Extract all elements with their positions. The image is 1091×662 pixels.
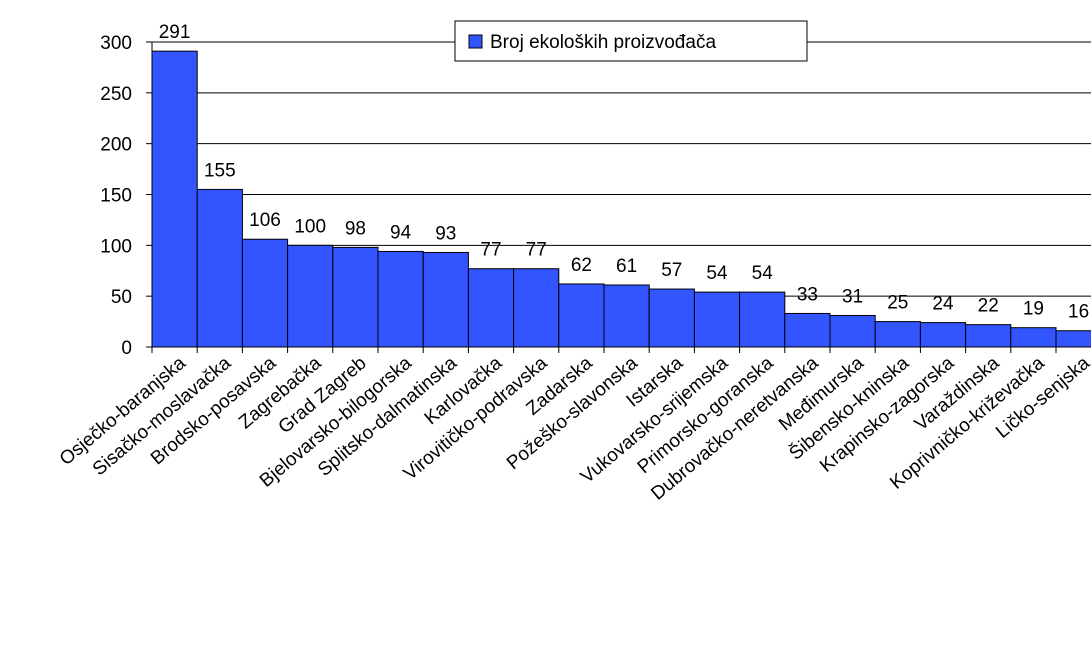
data-label: 77 xyxy=(526,240,547,261)
data-label: 106 xyxy=(249,210,281,231)
data-label: 33 xyxy=(797,284,818,305)
bar-21 xyxy=(1055,330,1091,348)
bars xyxy=(151,50,1091,348)
data-label: 291 xyxy=(159,22,191,43)
bar-6 xyxy=(377,250,424,348)
bar-11 xyxy=(603,284,650,348)
legend-swatch xyxy=(468,34,483,49)
bar-10 xyxy=(558,283,605,348)
bar-7 xyxy=(422,251,469,348)
data-label: 61 xyxy=(616,256,637,277)
bar-4 xyxy=(287,244,334,348)
y-tick-label: 150 xyxy=(100,186,132,207)
bar-13 xyxy=(693,291,741,348)
data-label: 54 xyxy=(752,263,774,284)
bar-17 xyxy=(874,321,921,348)
data-label: 25 xyxy=(887,293,908,314)
data-label: 57 xyxy=(661,260,682,281)
legend-label: Broj ekoloških proizvođača xyxy=(490,32,716,53)
bar-16 xyxy=(829,314,876,348)
data-label: 94 xyxy=(390,222,412,243)
data-label: 54 xyxy=(706,263,728,284)
data-label: 22 xyxy=(978,296,999,317)
bar-5 xyxy=(332,246,379,348)
y-tick-label: 250 xyxy=(100,84,132,105)
y-axis-ticks: 0 50 100 150 200 250 300 xyxy=(100,33,152,359)
y-tick-label: 200 xyxy=(100,135,132,156)
data-label: 24 xyxy=(932,294,954,315)
bar-8 xyxy=(467,268,515,348)
data-label: 16 xyxy=(1068,302,1089,323)
data-label: 98 xyxy=(345,218,366,239)
bar-14 xyxy=(739,291,786,348)
legend: Broj ekoloških proizvođača xyxy=(454,20,808,62)
legend-box xyxy=(454,20,808,62)
data-label: 19 xyxy=(1023,299,1044,320)
y-tick-label: 50 xyxy=(111,287,132,308)
y-tick-label: 100 xyxy=(100,236,132,257)
y-tick-label: 0 xyxy=(121,338,132,359)
x-axis-labels: Osječko-baranjskaSisačko-moslavačkaBrods… xyxy=(56,347,1091,505)
bar-18 xyxy=(919,322,967,348)
data-label: 31 xyxy=(842,286,863,307)
bar-19 xyxy=(965,324,1012,348)
y-tick-label: 300 xyxy=(100,33,132,54)
bar-2 xyxy=(196,188,243,348)
data-label: 155 xyxy=(204,160,236,181)
bar-3 xyxy=(241,238,289,348)
bar-9 xyxy=(513,268,560,348)
bar-12 xyxy=(648,288,695,348)
bar-15 xyxy=(784,312,831,348)
data-labels: 291 155 106 100 98 94 93 77 77 62 61 57 54 54 33 31 25 24… xyxy=(159,22,1089,323)
data-label: 77 xyxy=(480,240,501,261)
data-label: 62 xyxy=(571,255,592,276)
data-label: 100 xyxy=(294,216,326,237)
bar-1 xyxy=(151,50,198,348)
bar-20 xyxy=(1010,327,1057,348)
data-label: 93 xyxy=(435,223,456,244)
